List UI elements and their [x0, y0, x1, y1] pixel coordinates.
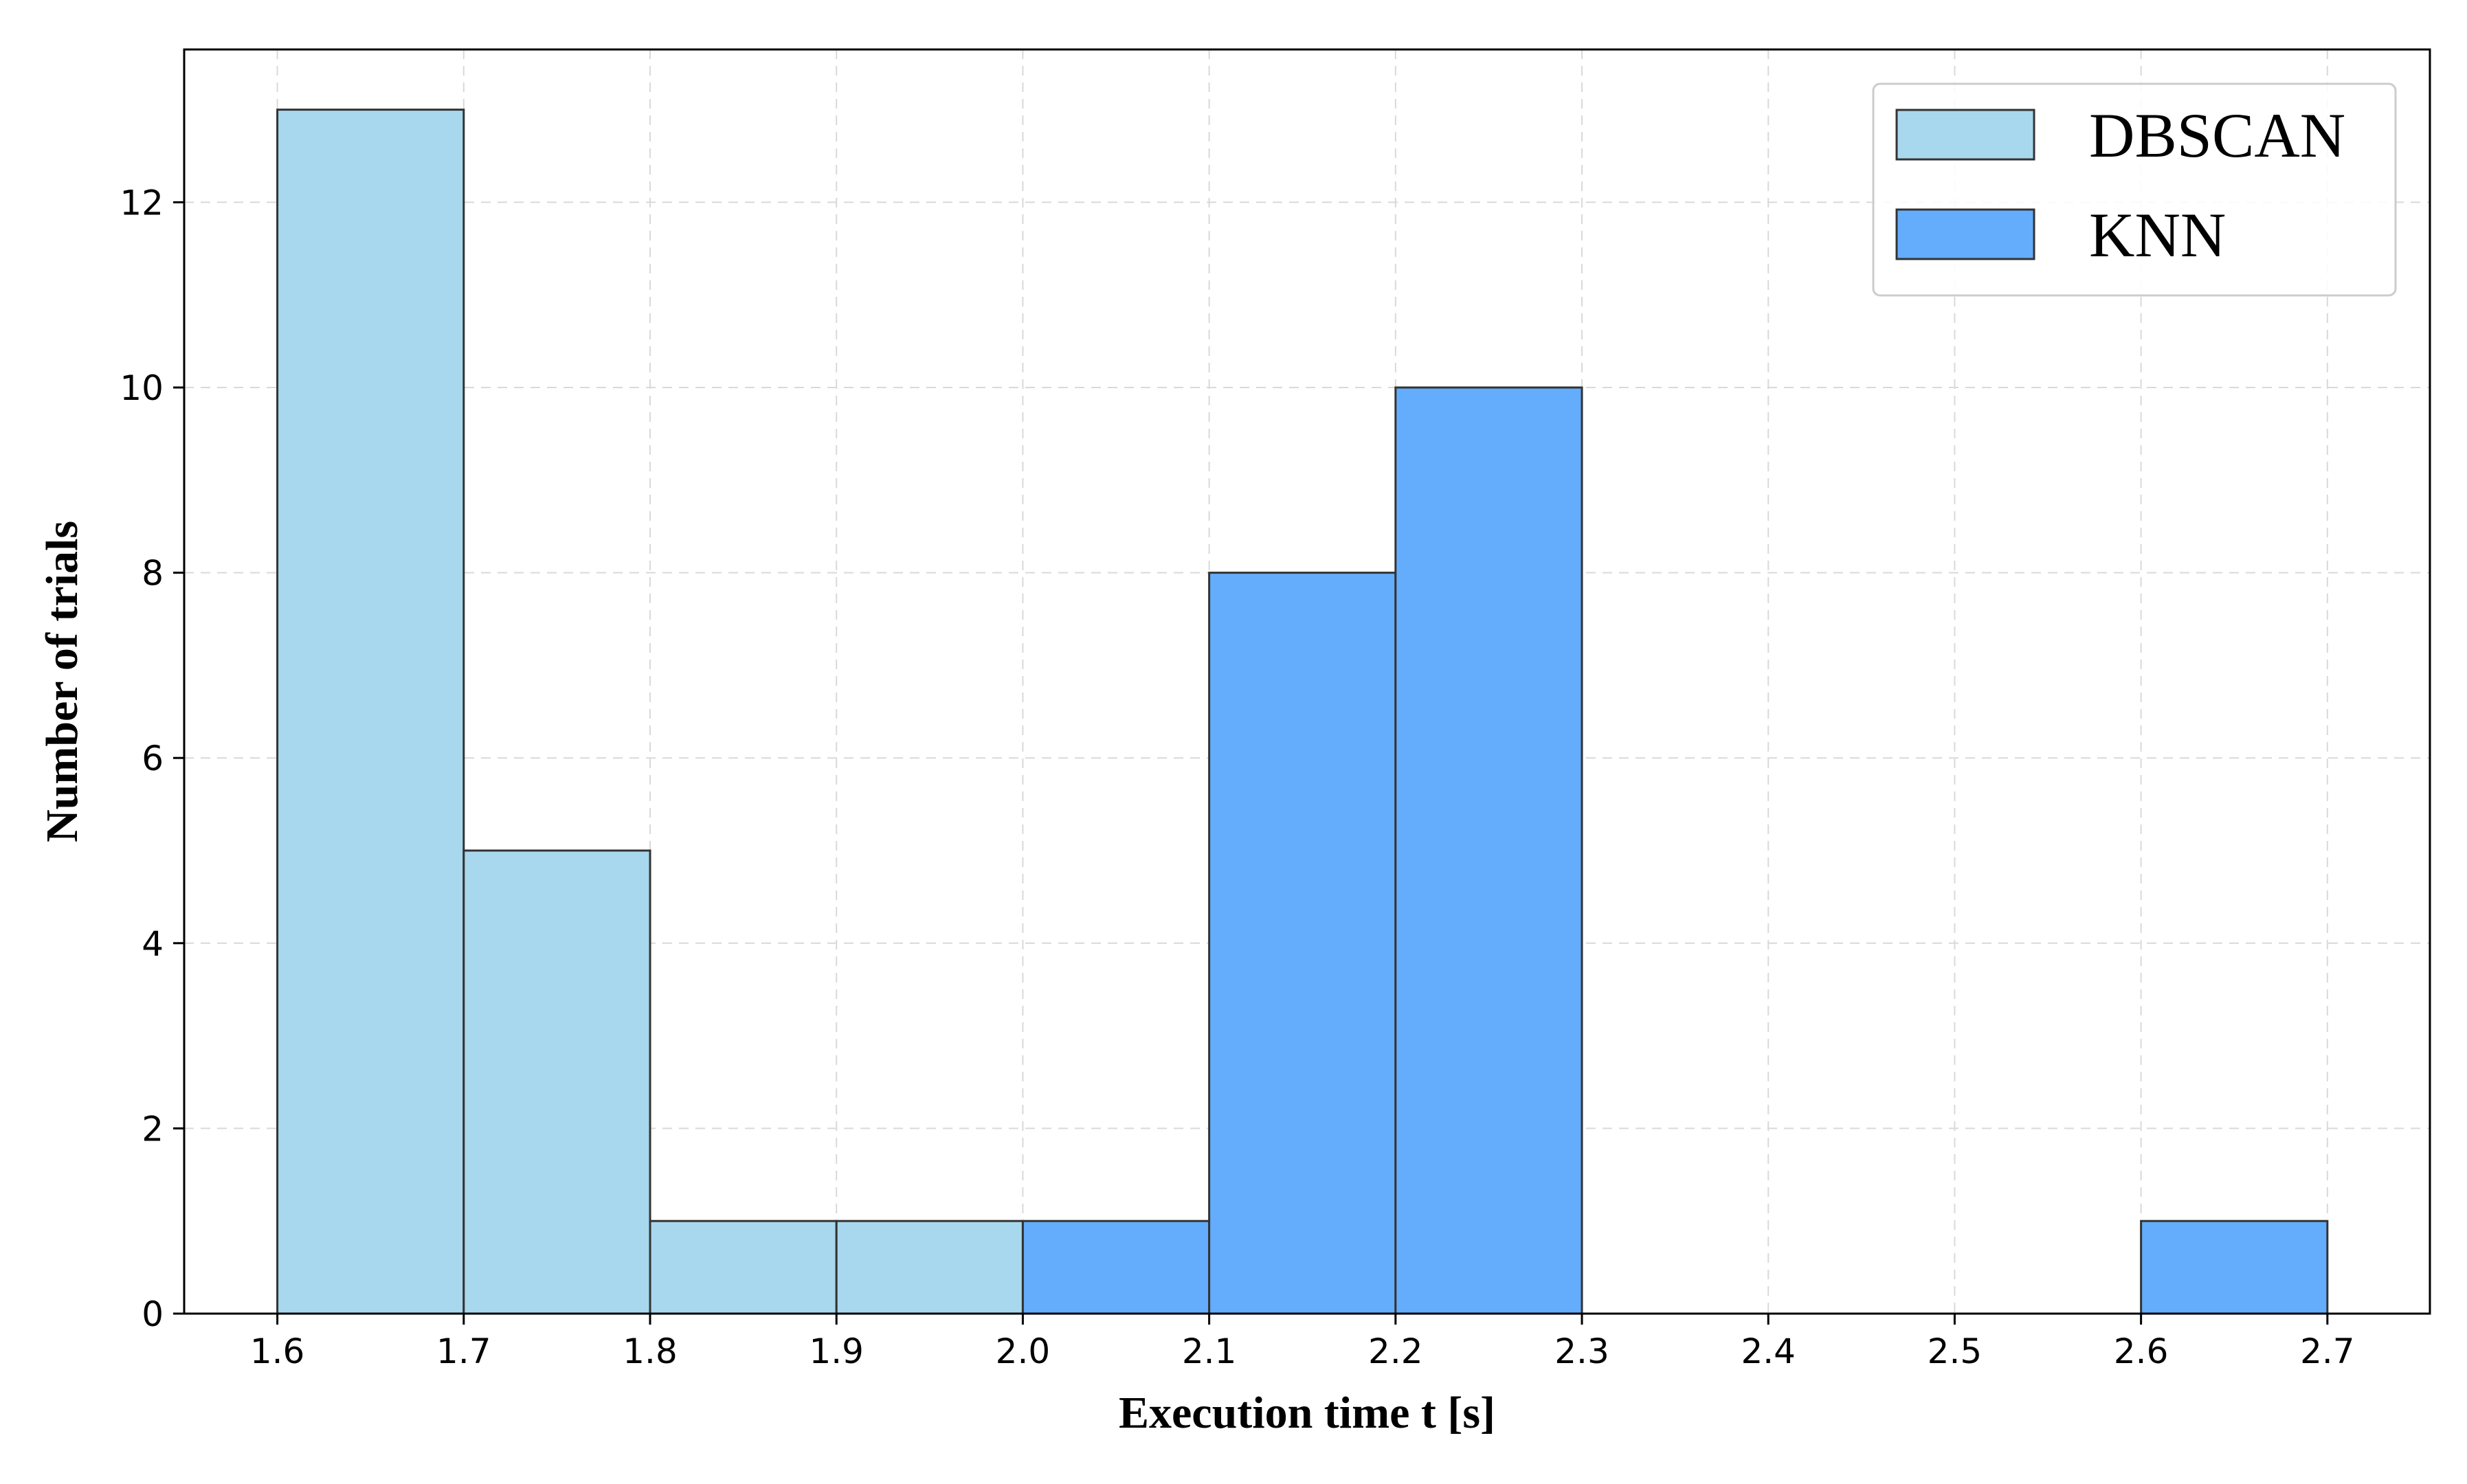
y-tick-label: 6	[142, 739, 164, 778]
y-axis-title: Number of trials	[37, 521, 87, 842]
x-tick-label: 1.6	[250, 1331, 305, 1371]
y-tick-label: 10	[120, 368, 164, 408]
x-tick-label: 2.0	[996, 1331, 1051, 1371]
x-tick-label: 2.3	[1554, 1331, 1609, 1371]
legend-swatch-dbscan	[1895, 109, 2035, 161]
y-tick-label: 4	[142, 924, 164, 964]
legend-swatch-knn	[1895, 208, 2035, 260]
x-axis: 1.6 1.7 1.8 1.9 2.0 2.1 2.2 2.3 2.4 2.5 2.6 2.7	[250, 1314, 2355, 1371]
bars	[276, 109, 2329, 1315]
x-tick-label: 2.5	[1928, 1331, 1983, 1371]
x-tick-label: 1.7	[436, 1331, 491, 1371]
y-tick-label: 8	[142, 554, 164, 594]
bar-dbscan	[649, 1219, 838, 1315]
plot-frame	[183, 48, 2431, 1315]
legend-label-dbscan: DBSCAN	[2089, 100, 2345, 170]
legend-label-knn: KNN	[2089, 200, 2226, 270]
legend: DBSCAN KNN	[1872, 82, 2397, 297]
bar-dbscan	[835, 1219, 1024, 1315]
y-tick-label: 2	[142, 1109, 164, 1149]
y-axis: 0 2 4 6 8 10 12	[120, 183, 184, 1334]
x-tick-label: 2.1	[1182, 1331, 1237, 1371]
x-tick-label: 1.9	[809, 1331, 864, 1371]
x-axis-title: Execution time t [s]	[1119, 1388, 1495, 1438]
x-tick-label: 2.6	[2114, 1331, 2169, 1371]
y-tick-label: 12	[120, 183, 164, 223]
x-tick-label: 2.7	[2300, 1331, 2355, 1371]
x-tick-label: 2.2	[1368, 1331, 1423, 1371]
bar-knn	[1021, 1219, 1211, 1315]
bar-dbscan	[462, 849, 651, 1315]
bar-knn	[1394, 386, 1583, 1315]
bar-knn	[2140, 1219, 2329, 1315]
x-tick-label: 1.8	[623, 1331, 678, 1371]
y-tick-label: 0	[142, 1294, 164, 1334]
bar-knn	[1208, 572, 1397, 1315]
x-tick-label: 2.4	[1741, 1331, 1796, 1371]
bar-dbscan	[276, 109, 465, 1315]
